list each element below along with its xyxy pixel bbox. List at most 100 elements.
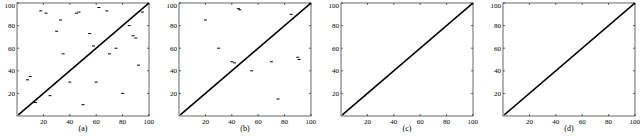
y-tick-label: 20 <box>170 90 178 98</box>
y-tick-label: 60 <box>170 45 178 53</box>
point <box>290 14 293 15</box>
point <box>115 48 118 49</box>
x-tick <box>231 114 232 116</box>
y-tick-label: 40 <box>332 67 340 75</box>
y-tick-label: 60 <box>332 45 340 53</box>
panel: 2040608010020406080100(b) <box>167 2 317 133</box>
caption: (b) <box>240 124 250 133</box>
y-tick-label: 100 <box>167 2 178 10</box>
point <box>270 61 273 62</box>
point <box>95 82 98 83</box>
x-tick <box>69 3 70 5</box>
point <box>137 65 140 66</box>
y-tick <box>17 3 19 4</box>
x-tick <box>473 114 474 116</box>
x-tick <box>529 114 530 116</box>
x-tick-label: 100 <box>144 118 155 126</box>
y-tick-label: 40 <box>494 67 502 75</box>
y-tick-label: 80 <box>170 22 178 30</box>
y-tick <box>309 25 311 26</box>
y-tick-label: 100 <box>5 2 16 10</box>
point <box>62 53 65 54</box>
x-tick <box>205 3 206 5</box>
x-tick <box>43 114 44 116</box>
x-tick <box>635 114 636 116</box>
figure: 2040608010020406080100(a)204060801002040… <box>0 0 640 136</box>
y-tick <box>309 93 311 94</box>
y-tick <box>179 70 181 71</box>
x-tick-label: 40 <box>228 118 236 126</box>
y-tick <box>179 93 181 94</box>
y-tick-label: 80 <box>8 22 16 30</box>
y-tick-label: 80 <box>494 22 502 30</box>
diagonal-line <box>342 3 473 115</box>
y-tick <box>17 70 19 71</box>
point <box>277 99 280 100</box>
plot-area <box>342 3 473 115</box>
diagonal-line <box>18 3 149 115</box>
y-tick <box>341 93 343 94</box>
plot-frame <box>179 3 311 116</box>
x-tick <box>529 3 530 5</box>
x-tick <box>69 114 70 116</box>
y-tick-label: 80 <box>332 22 340 30</box>
y-tick <box>503 3 505 4</box>
x-tick <box>393 3 394 5</box>
point <box>132 35 135 36</box>
y-tick <box>633 93 635 94</box>
point <box>88 33 91 34</box>
x-tick-label: 60 <box>417 118 425 126</box>
y-tick <box>471 93 473 94</box>
point <box>250 70 253 71</box>
y-tick-label: 40 <box>8 67 16 75</box>
x-tick <box>446 3 447 5</box>
x-tick <box>284 114 285 116</box>
x-tick-label: 80 <box>281 118 289 126</box>
x-tick-label: 80 <box>605 118 613 126</box>
point <box>204 19 207 20</box>
y-tick <box>503 70 505 71</box>
point <box>59 19 62 20</box>
caption: (a) <box>79 124 88 133</box>
plot-frame <box>503 3 635 116</box>
y-tick <box>147 70 149 71</box>
point <box>237 8 240 9</box>
y-tick <box>341 3 343 4</box>
y-tick <box>471 70 473 71</box>
y-tick <box>17 93 19 94</box>
x-tick-label: 20 <box>40 118 48 126</box>
plot-frame <box>341 3 473 116</box>
point <box>233 62 236 63</box>
x-tick-label: 80 <box>443 118 451 126</box>
point <box>78 12 81 13</box>
panel: 2040608010020406080100(d) <box>491 2 640 133</box>
point <box>55 31 58 32</box>
y-tick <box>471 48 473 49</box>
x-tick <box>149 114 150 116</box>
point <box>121 93 124 94</box>
y-tick <box>179 3 181 4</box>
x-tick-label: 80 <box>119 118 127 126</box>
y-tick <box>341 70 343 71</box>
y-tick-label: 20 <box>332 90 340 98</box>
point <box>230 61 233 62</box>
point <box>49 95 52 96</box>
y-tick-label: 100 <box>491 2 502 10</box>
point <box>217 48 220 49</box>
y-tick <box>147 25 149 26</box>
x-tick-label: 100 <box>306 118 317 126</box>
x-tick <box>205 114 206 116</box>
point <box>141 12 144 13</box>
x-tick <box>555 114 556 116</box>
y-tick <box>503 93 505 94</box>
diagonal-line <box>504 3 635 115</box>
x-tick <box>608 3 609 5</box>
x-tick <box>122 114 123 116</box>
y-tick <box>179 48 181 49</box>
y-tick <box>503 25 505 26</box>
y-tick-label: 60 <box>8 45 16 53</box>
x-tick-label: 60 <box>93 118 101 126</box>
point <box>134 38 137 39</box>
x-tick-label: 40 <box>390 118 398 126</box>
x-tick-label: 100 <box>630 118 640 126</box>
